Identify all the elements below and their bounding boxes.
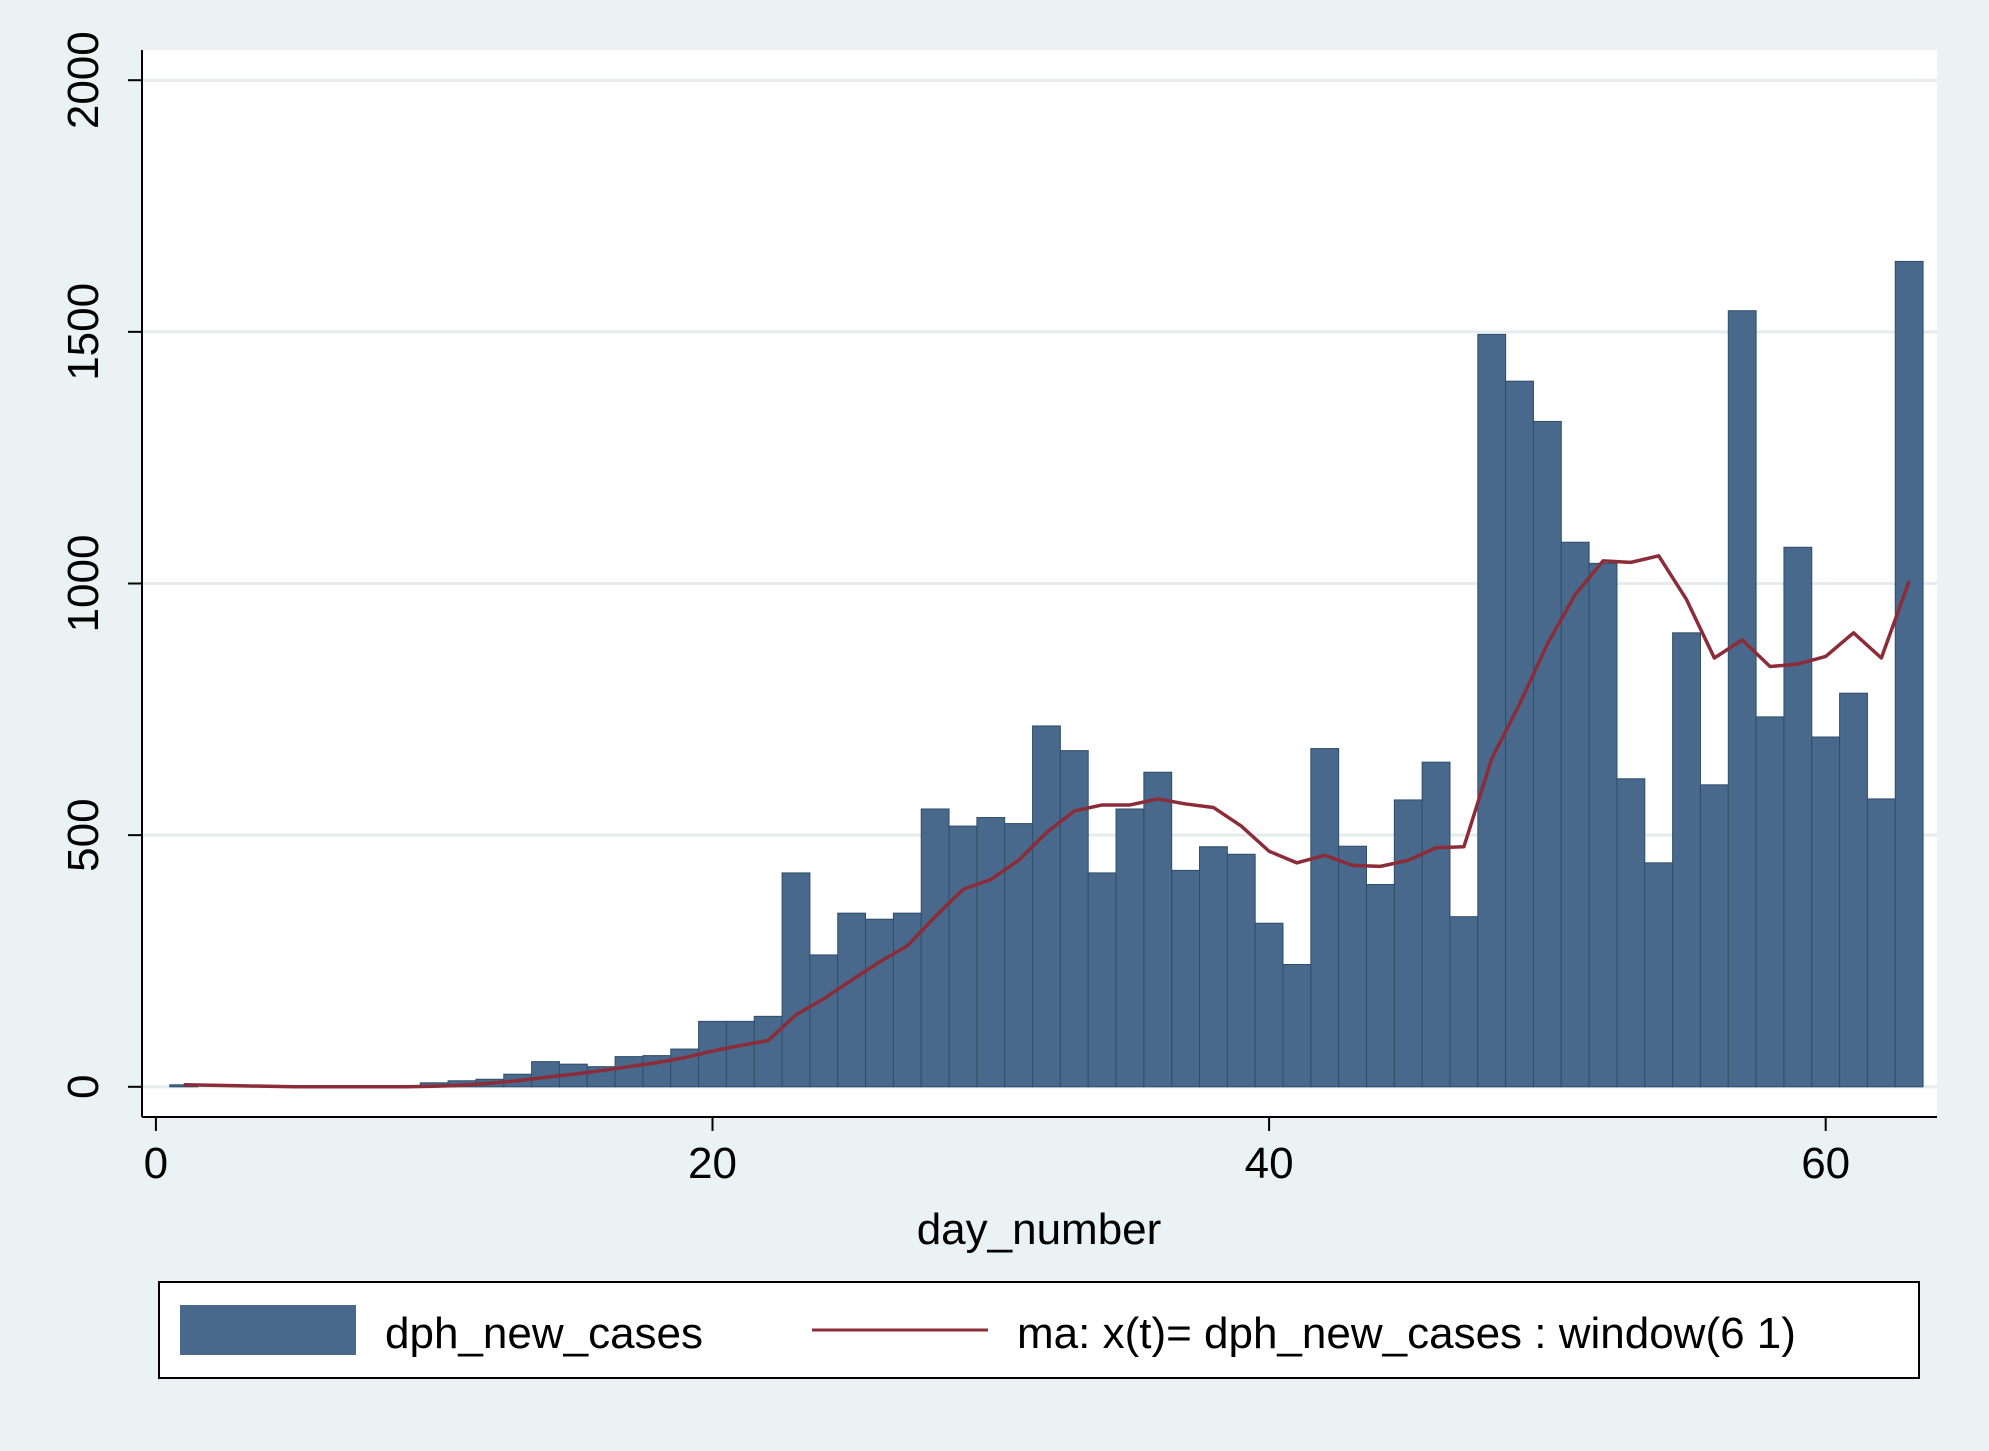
bar-day-31	[1004, 823, 1034, 1088]
bar-day-57	[1727, 310, 1757, 1088]
bar-day-54	[1644, 862, 1674, 1088]
bar-day-29	[948, 825, 978, 1088]
bar-day-43	[1338, 845, 1367, 1088]
line-series-moving-average	[183, 554, 1911, 1089]
bar-day-32	[1032, 725, 1061, 1088]
bar-day-50	[1532, 420, 1562, 1088]
bar-day-52	[1588, 562, 1618, 1088]
bar-day-53	[1616, 778, 1646, 1088]
bar-day-35	[1115, 808, 1145, 1088]
bar-day-40	[1254, 922, 1284, 1088]
legend-bar-swatch	[180, 1305, 356, 1355]
axes: 0 500 1000 1500 2000 0 20 40 60	[59, 31, 1937, 1188]
bar-day-30	[976, 817, 1006, 1088]
bars-series-dph-new-cases	[169, 260, 1924, 1088]
line-moving-average	[183, 554, 1911, 1089]
legend-label-moving-average: ma: x(t)= dph_new_cases : window(6 1)	[1017, 1309, 1796, 1358]
bar-day-41	[1282, 963, 1312, 1088]
bar-day-58	[1755, 716, 1785, 1088]
bar-day-28	[920, 808, 950, 1088]
bar-day-25	[837, 912, 867, 1088]
x-tick-label-40: 40	[1245, 1139, 1294, 1188]
bar-day-34	[1087, 872, 1117, 1088]
legend-label-dph-new-cases: dph_new_cases	[385, 1309, 703, 1358]
bar-day-36	[1143, 771, 1173, 1088]
y-tick-label-1000: 1000	[59, 535, 108, 633]
bar-day-45	[1393, 799, 1423, 1088]
bar-day-22	[753, 1015, 783, 1088]
bar-day-49	[1505, 380, 1534, 1088]
x-tick-label-60: 60	[1801, 1139, 1850, 1188]
bar-day-14	[531, 1061, 560, 1088]
bar-day-38	[1199, 846, 1228, 1088]
bar-day-33	[1059, 750, 1089, 1088]
bar-day-55	[1672, 632, 1701, 1088]
legend-box	[158, 1281, 1920, 1379]
bar-day-47	[1449, 916, 1479, 1088]
bar-day-51	[1560, 541, 1590, 1088]
bar-day-63	[1894, 260, 1924, 1088]
y-tick-label-2000: 2000	[59, 31, 108, 129]
bar-day-26	[865, 918, 894, 1088]
bar-day-39	[1226, 853, 1256, 1088]
bar-day-48	[1477, 333, 1507, 1088]
x-tick-label-20: 20	[688, 1139, 737, 1188]
bar-day-37	[1171, 869, 1201, 1088]
y-tick-label-1500: 1500	[59, 283, 108, 381]
bar-day-23	[781, 872, 811, 1088]
bar-day-44	[1365, 883, 1395, 1088]
bar-day-27	[892, 912, 922, 1088]
bar-day-56	[1699, 784, 1729, 1088]
bar-day-62	[1866, 798, 1896, 1088]
bar-day-42	[1310, 748, 1340, 1088]
bar-day-17	[614, 1056, 644, 1088]
x-axis-title: day_number	[917, 1205, 1162, 1254]
bar-day-59	[1783, 546, 1813, 1088]
bar-day-21	[725, 1020, 755, 1088]
x-tick-label-0: 0	[144, 1139, 168, 1188]
bar-day-61	[1839, 692, 1868, 1088]
y-tick-label-0: 0	[59, 1075, 108, 1099]
y-tick-label-500: 500	[59, 798, 108, 871]
bar-day-60	[1811, 736, 1841, 1088]
bar-day-46	[1421, 761, 1451, 1088]
legend: dph_new_cases ma: x(t)= dph_new_cases : …	[158, 1281, 1920, 1379]
bar-day-24	[809, 954, 839, 1088]
